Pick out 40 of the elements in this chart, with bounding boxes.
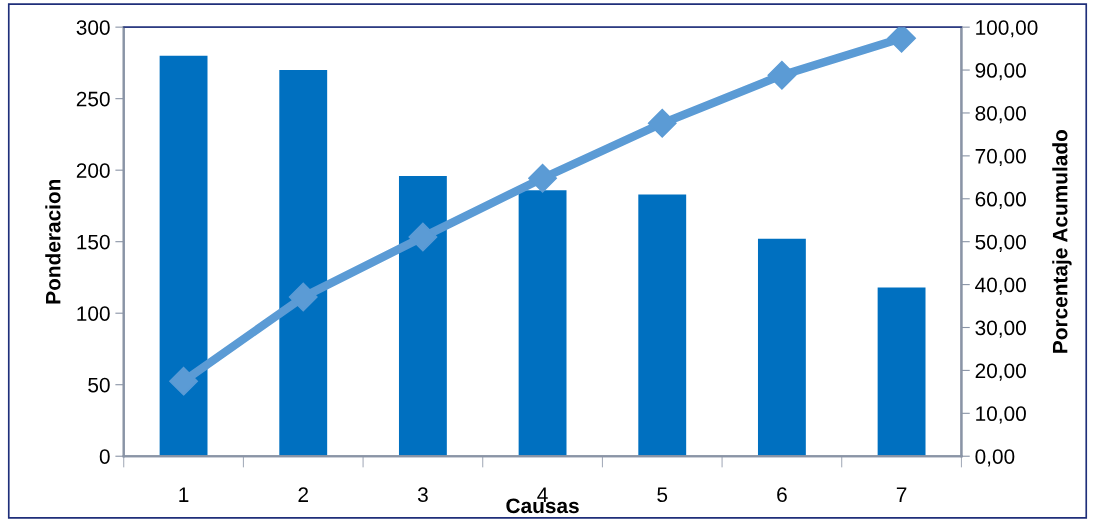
x-tick-label: 5: [657, 487, 668, 503]
bar: [757, 238, 806, 457]
point: [408, 222, 438, 252]
bar: [159, 55, 208, 457]
y2-tick-label: 100,00: [976, 20, 1038, 38]
point: [767, 60, 797, 90]
bar: [518, 190, 567, 457]
x-tick-label: 2: [298, 487, 308, 502]
bar: [279, 70, 328, 457]
y2-tick-label: 70,00: [975, 148, 1026, 167]
y2-tick-label: 60,00: [975, 191, 1026, 209]
y-tick-label: 250: [76, 91, 110, 107]
y-tick-label: 150: [77, 234, 110, 250]
point: [528, 163, 558, 193]
bar: [877, 287, 926, 457]
x-tick-label: 7: [896, 487, 907, 502]
point: [288, 282, 318, 312]
y2-tick-label: 90,00: [975, 63, 1026, 81]
bar: [638, 194, 687, 457]
x-tick-label: 1: [179, 487, 189, 502]
y2-tick-label: 30,00: [975, 320, 1026, 338]
x-tick-label: 6: [777, 487, 787, 503]
y-tick-label: 0: [99, 449, 110, 464]
y-tick-label: 300: [76, 20, 110, 35]
y2-tick-label: 10,00: [976, 406, 1026, 424]
y2-tick-label: 40,00: [975, 277, 1026, 295]
y-tick-label: 200: [76, 163, 110, 178]
y2-tick-label: 20,00: [975, 363, 1026, 381]
y-axis-title: Ponderacion: [45, 179, 61, 304]
y-tick-label: 100: [77, 306, 110, 321]
y2-tick-label: 50,00: [975, 234, 1026, 252]
y-tick-label: 50: [88, 377, 110, 393]
point: [169, 366, 199, 396]
x-tick-label: 3: [417, 487, 428, 503]
point: [647, 108, 677, 138]
bar: [398, 175, 447, 457]
y2-tick-label: 0,00: [975, 449, 1015, 467]
point: [887, 27, 917, 53]
y2-axis-title: Porcentaje Acumulado: [1052, 130, 1072, 353]
y2-tick-label: 80,00: [975, 105, 1026, 124]
